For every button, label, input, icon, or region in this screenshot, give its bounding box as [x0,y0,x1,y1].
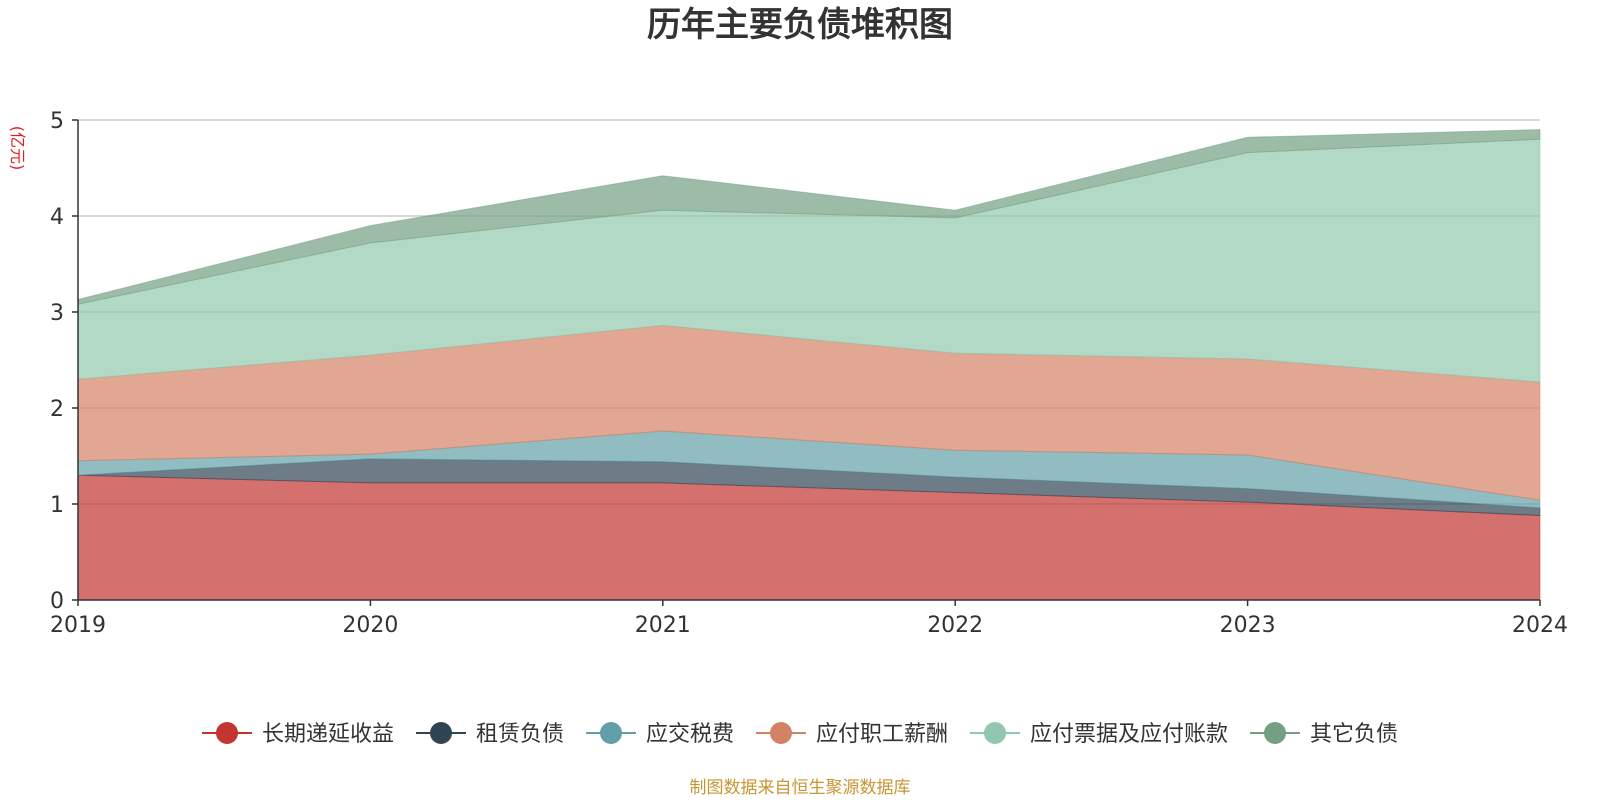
legend-label: 应交税费 [646,722,734,747]
legend-marker-icon [430,722,452,744]
y-tick-label: 2 [50,397,64,422]
legend-label: 应付票据及应付账款 [1030,722,1228,747]
legend[interactable]: 长期递延收益 租赁负债 应交税费 应付职工薪酬 应付票据及应付账款 其它负债 [202,722,1398,747]
y-axis-unit-label: (亿元) [8,126,27,171]
x-tick-label: 2023 [1220,613,1276,638]
y-tick-label: 3 [50,301,64,326]
x-tick-label: 2019 [50,613,106,638]
axes: 0 1 2 3 4 5 2019 2020 2021 2022 2023 2024 [50,109,1568,638]
legend-item-2[interactable]: 应交税费 [586,722,734,747]
legend-marker-icon [216,722,238,744]
legend-item-3[interactable]: 应付职工薪酬 [756,722,948,747]
chart-title: 历年主要负债堆积图 [647,5,953,45]
area-series-group [77,129,1541,601]
legend-marker-icon [984,722,1006,744]
legend-marker-icon [770,722,792,744]
x-tick-label: 2020 [342,613,398,638]
y-tick-label: 1 [50,493,64,518]
legend-item-5[interactable]: 其它负债 [1250,722,1398,747]
legend-item-0[interactable]: 长期递延收益 [202,722,394,747]
legend-label: 长期递延收益 [262,722,394,747]
x-tick-label: 2021 [635,613,691,638]
legend-marker-icon [600,722,622,744]
x-tick-label: 2024 [1512,613,1568,638]
legend-label: 其它负债 [1310,722,1398,747]
area-series-5[interactable] [77,129,1541,305]
y-tick-label: 4 [50,205,64,230]
legend-item-1[interactable]: 租赁负债 [416,722,564,747]
y-tick-label: 5 [50,109,64,134]
legend-label: 应付职工薪酬 [816,722,948,747]
y-tick-label: 0 [50,589,64,614]
legend-label: 租赁负债 [476,722,564,747]
legend-marker-icon [1264,722,1286,744]
legend-item-4[interactable]: 应付票据及应付账款 [970,722,1228,747]
source-note: 制图数据来自恒生聚源数据库 [690,778,911,798]
x-tick-label: 2022 [927,613,983,638]
